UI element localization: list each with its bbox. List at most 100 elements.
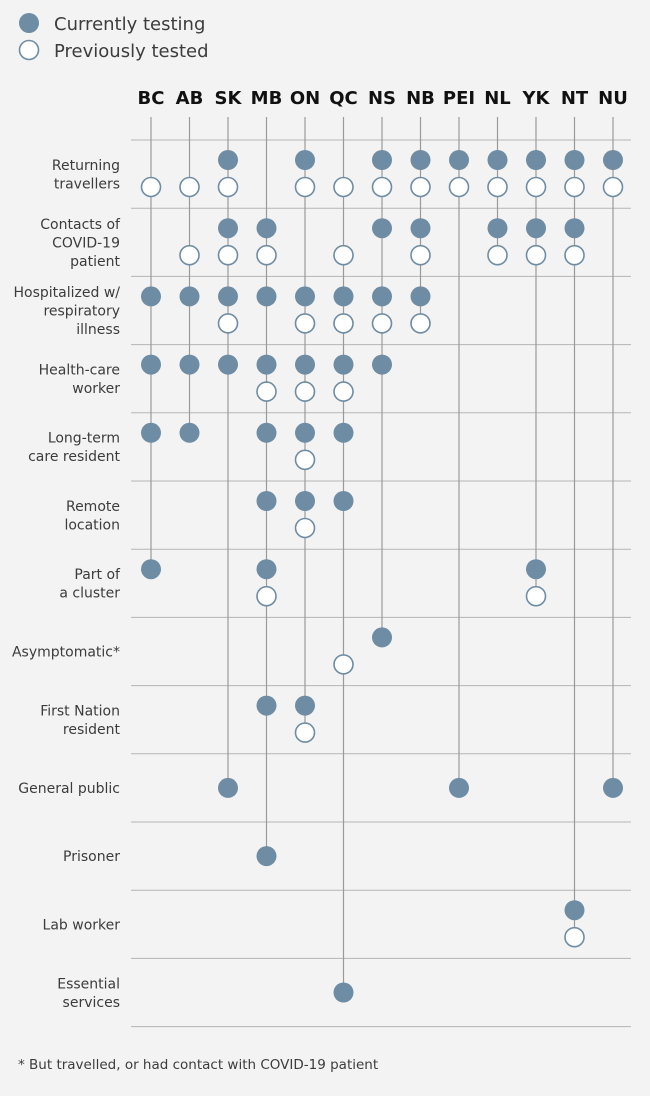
dot-previous-sk	[217, 244, 239, 266]
legend: Currently testing Previously tested	[18, 13, 209, 62]
dot-current-sk	[218, 150, 238, 170]
dot-current-qc	[333, 422, 354, 443]
category-label: Part of	[74, 567, 121, 583]
dot-previous-nt	[564, 926, 585, 948]
category-label: services	[63, 995, 120, 1011]
category-label: Returning	[52, 158, 120, 174]
footnote: * But travelled, or had contact with COV…	[18, 1057, 378, 1073]
dot-previous-nb	[410, 313, 431, 334]
dot-previous-mb	[256, 585, 277, 607]
dot-current-nl	[487, 218, 508, 239]
dot-current-mb	[256, 846, 277, 867]
dot-current-nb	[410, 218, 431, 239]
dot-current-sk	[218, 354, 238, 375]
dot-current-ns	[372, 286, 392, 307]
dot-current-bc	[141, 286, 161, 307]
dot-current-qc	[333, 354, 354, 375]
dot-current-sk	[218, 218, 238, 239]
province-label-sk: SK	[215, 88, 243, 109]
dot-previous-yk	[525, 585, 547, 607]
dot-current-pei	[449, 777, 469, 798]
dot-previous-qc	[333, 313, 354, 334]
dot-current-yk	[526, 150, 546, 170]
dot-current-mb	[256, 695, 277, 716]
province-label-nb: NB	[406, 88, 435, 109]
dot-previous-on	[294, 381, 316, 402]
gridlines	[131, 139, 631, 1028]
dot-current-sk	[218, 777, 238, 798]
category-label: illness	[76, 322, 120, 338]
dot-current-nu	[603, 777, 623, 798]
dot-current-nt	[564, 218, 585, 239]
category-label: Health-care	[39, 362, 120, 378]
dot-previous-qc	[333, 654, 354, 675]
dot-current-mb	[256, 559, 277, 580]
dot-current-bc	[141, 422, 161, 443]
province-label-ns: NS	[368, 88, 396, 109]
category-label: respiratory	[43, 304, 120, 320]
dot-current-on	[295, 150, 315, 170]
dot-current-ns	[372, 150, 392, 170]
dot-previous-on	[294, 313, 316, 334]
dot-current-bc	[141, 354, 161, 375]
dot-current-on	[295, 695, 315, 716]
dot-previous-nb	[410, 244, 431, 266]
dot-previous-qc	[333, 244, 354, 266]
category-label: travellers	[54, 176, 120, 192]
dot-current-mb	[256, 422, 277, 443]
dot-current-on	[295, 354, 315, 375]
legend-current-marker	[19, 13, 39, 33]
category-labels: Returning travellers Contacts of COVID-19 pa…	[12, 158, 121, 1011]
category-label: patient	[70, 254, 120, 270]
dot-current-on	[295, 422, 315, 443]
category-label: resident	[63, 722, 121, 738]
dot-previous-ab	[179, 176, 200, 198]
dot-previous-yk	[525, 244, 547, 266]
province-labels: BC AB SK MB ON QC NS NB PEI NL YK NT NU	[138, 88, 628, 109]
province-label-bc: BC	[138, 88, 165, 109]
dot-previous-nb	[410, 176, 431, 198]
province-label-yk: YK	[522, 88, 551, 109]
category-label: worker	[72, 381, 120, 397]
category-label: Asymptomatic*	[12, 645, 120, 661]
category-label: Hospitalized w/	[14, 285, 121, 301]
dot-previous-sk	[217, 313, 239, 334]
dot-previous-ns	[371, 313, 393, 334]
dot-current-mb	[256, 354, 277, 375]
dot-current-nb	[410, 286, 431, 307]
dot-current-on	[295, 491, 315, 511]
dot-previous-on	[294, 449, 316, 471]
dot-current-ab	[179, 422, 200, 443]
dots	[140, 150, 624, 1003]
dot-previous-nt	[564, 244, 585, 266]
dot-current-ab	[179, 286, 200, 307]
province-label-on: ON	[290, 88, 320, 109]
dot-previous-nu	[602, 176, 624, 198]
dot-current-bc	[141, 559, 161, 580]
dot-current-sk	[218, 286, 238, 307]
dot-previous-on	[294, 517, 316, 539]
province-label-ab: AB	[176, 88, 204, 109]
dot-current-qc	[333, 982, 354, 1003]
dot-current-mb	[256, 218, 277, 239]
province-label-nt: NT	[561, 88, 589, 109]
dot-current-mb	[256, 491, 277, 511]
dot-previous-pei	[448, 176, 470, 198]
dot-previous-ns	[371, 176, 393, 198]
dot-current-on	[295, 286, 315, 307]
category-label: Prisoner	[63, 849, 120, 865]
dot-current-nt	[564, 150, 585, 170]
dot-current-mb	[256, 286, 277, 307]
category-label: Essential	[57, 976, 120, 992]
dot-current-nu	[603, 150, 623, 170]
legend-previous-label: Previously tested	[54, 41, 209, 62]
dot-previous-on	[294, 722, 316, 743]
province-label-nl: NL	[484, 88, 511, 109]
province-stems	[150, 117, 614, 993]
dot-current-qc	[333, 286, 354, 307]
dot-previous-nl	[487, 244, 508, 266]
category-label: a cluster	[59, 586, 120, 602]
province-label-pei: PEI	[443, 88, 475, 109]
province-label-qc: QC	[329, 88, 358, 109]
